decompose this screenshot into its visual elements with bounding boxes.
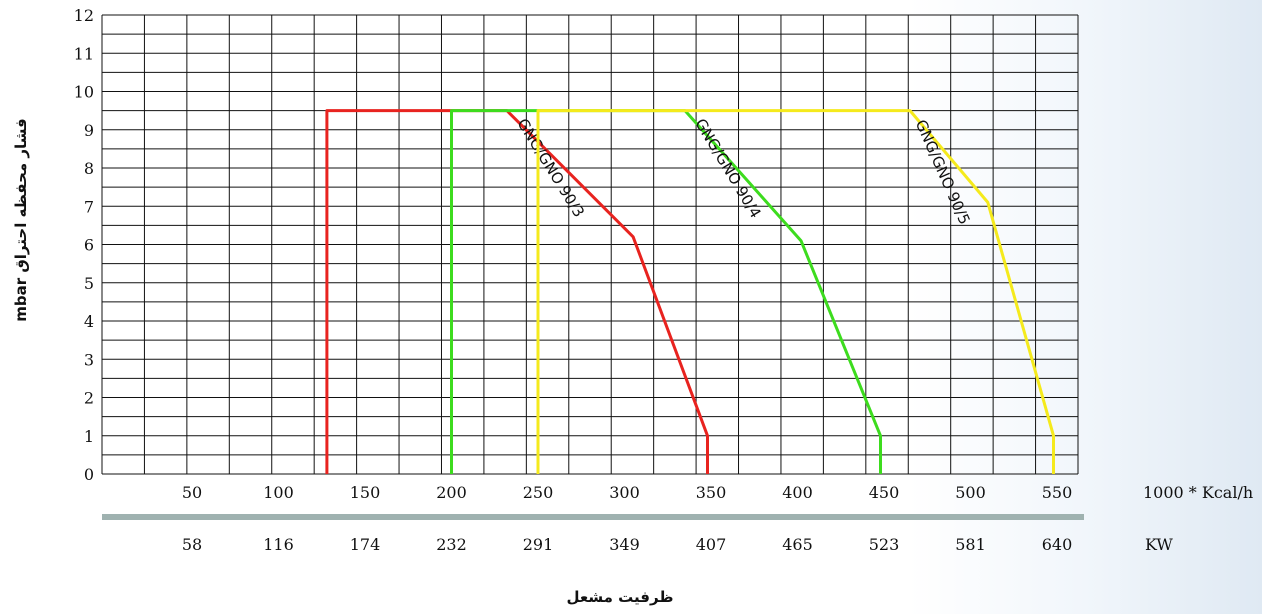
x-tick-label-kcal: 500 (955, 483, 986, 502)
x-axis-title: ظرفیت مشعل (567, 588, 674, 606)
series-label: GNG/GNO 90/5 (912, 117, 974, 227)
grid (101, 14, 1079, 475)
x-tick-labels: 50 100 150 200 250 300 350 400 450 500 550 58 116 174… (182, 483, 1072, 554)
x-tick-label-kcal: 550 (1042, 483, 1073, 502)
x-unit-kw-label: KW (1145, 535, 1173, 554)
x-tick-label-kcal: 350 (696, 483, 727, 502)
x-tick-label-kcal: 250 (523, 483, 554, 502)
y-tick-label: 4 (84, 312, 94, 331)
x-tick-label-kw: 349 (609, 535, 640, 554)
y-tick-label: 3 (84, 350, 94, 369)
series-lines: GNG/GNO 90/3 GNG/GNO 90/4 GNG/GNO 90/5 (325, 109, 1055, 474)
x-tick-label-kcal: 450 (869, 483, 900, 502)
y-tick-label: 9 (84, 121, 94, 140)
x-tick-label-kcal: 100 (263, 483, 294, 502)
x-unit-kcal-label: 1000 * Kcal/h (1143, 483, 1253, 502)
y-tick-label: 6 (84, 236, 94, 255)
x-tick-label-kw: 291 (523, 535, 554, 554)
y-axis-title: فشار محفظه احتراق mbar (12, 118, 30, 321)
y-tick-label: 11 (74, 44, 94, 63)
x-tick-label-kw: 116 (263, 535, 294, 554)
y-tick-label: 12 (74, 6, 94, 25)
series-line-4 (450, 109, 882, 474)
x-tick-label-kcal: 400 (782, 483, 813, 502)
y-tick-label: 8 (84, 159, 94, 178)
y-tick-label: 10 (74, 83, 94, 102)
y-tick-label: 2 (84, 389, 94, 408)
series-line-5 (536, 109, 1055, 474)
y-tick-label: 1 (84, 427, 94, 446)
x-tick-label-kcal: 150 (350, 483, 381, 502)
x-tick-label-kcal: 200 (436, 483, 467, 502)
kw-separator-bar (102, 514, 1084, 520)
x-tick-label-kw: 174 (350, 535, 381, 554)
x-tick-label-kw: 407 (696, 535, 727, 554)
x-tick-label-kw: 581 (955, 535, 986, 554)
y-tick-label: 5 (84, 274, 94, 293)
x-tick-label-kw: 640 (1042, 535, 1073, 554)
y-tick-label: 7 (84, 197, 94, 216)
x-tick-label-kw: 465 (782, 535, 813, 554)
x-tick-label-kw: 523 (869, 535, 900, 554)
x-tick-label-kw: 232 (436, 535, 467, 554)
x-tick-label-kw: 58 (182, 535, 202, 554)
series-line-3 (325, 109, 709, 474)
x-tick-label-kcal: 300 (609, 483, 640, 502)
x-tick-label-kcal: 50 (182, 483, 202, 502)
y-tick-label: 0 (84, 465, 94, 484)
